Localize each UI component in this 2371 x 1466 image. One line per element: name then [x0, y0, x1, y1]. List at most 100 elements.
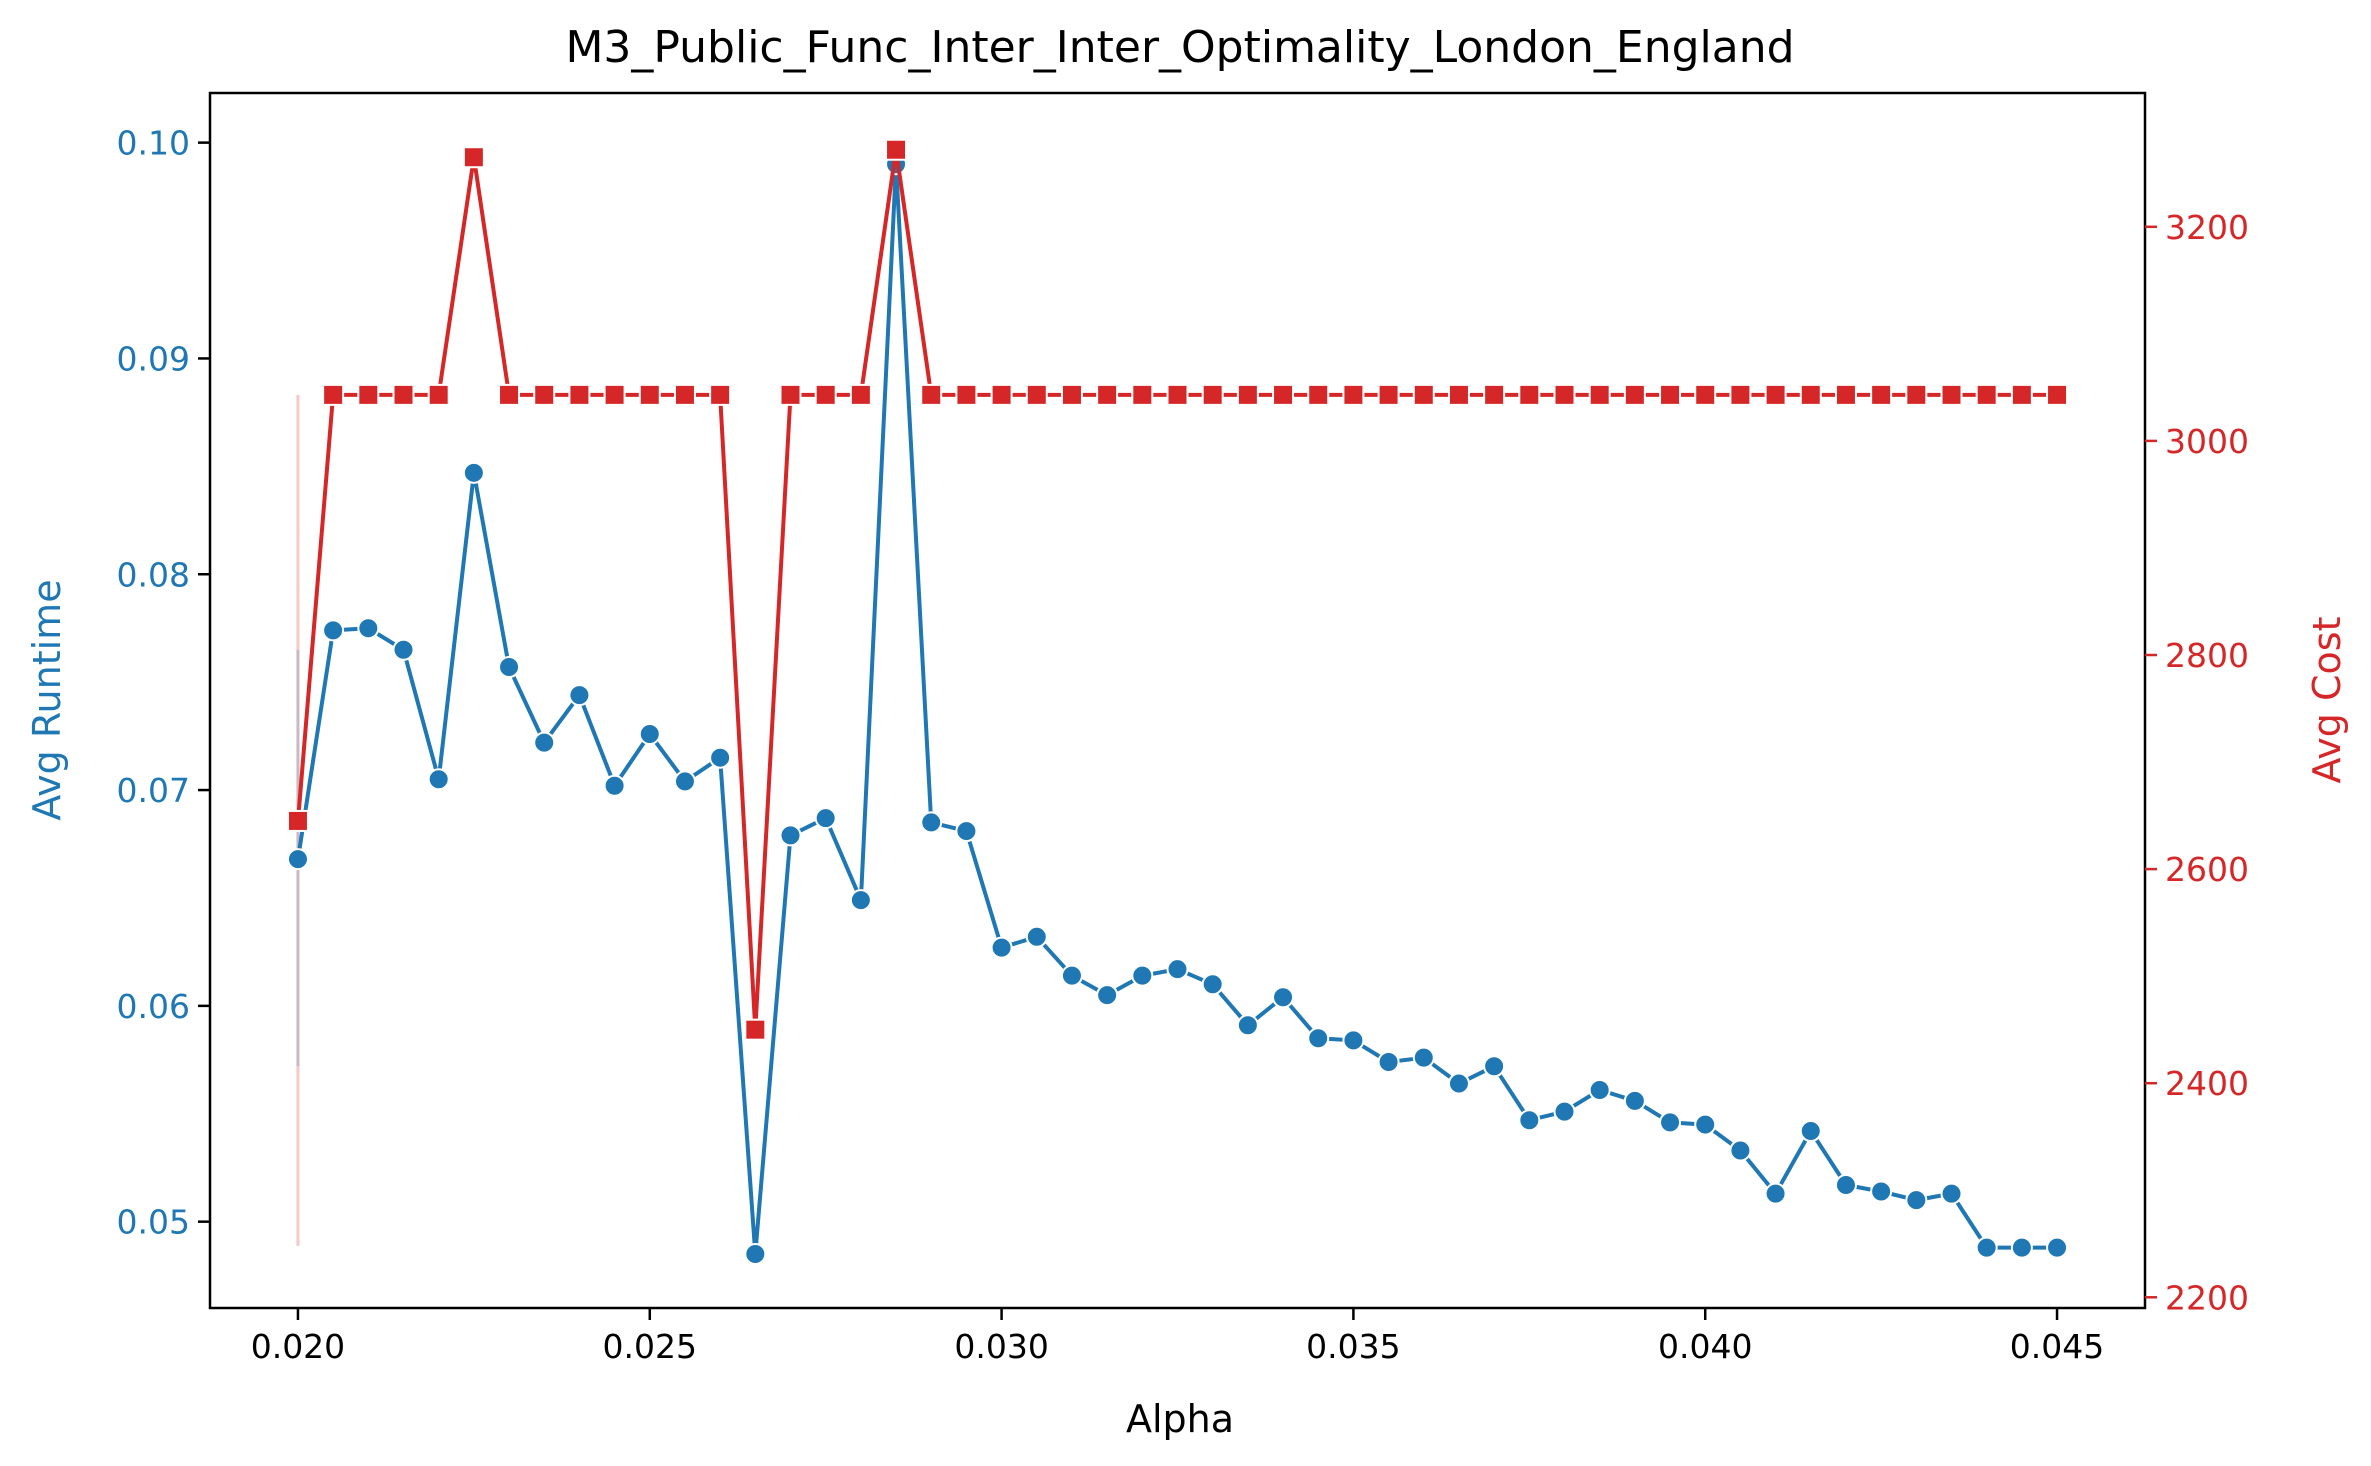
y-right-tick-label: 2800	[2165, 636, 2249, 675]
cost-point	[1870, 383, 1893, 406]
runtime-point	[1694, 1113, 1717, 1136]
cost-point	[1518, 383, 1541, 406]
runtime-point	[1905, 1189, 1928, 1212]
runtime-point	[462, 461, 485, 484]
cost-point	[533, 383, 556, 406]
cost-point	[709, 383, 732, 406]
runtime-point	[1975, 1236, 1998, 1259]
runtime-point	[638, 722, 661, 745]
runtime-point	[1272, 986, 1295, 1009]
runtime-point	[849, 889, 872, 912]
x-tick-label: 0.035	[1306, 1327, 1400, 1366]
runtime-point	[814, 807, 837, 830]
cost-point	[1659, 383, 1682, 406]
runtime-point	[286, 848, 309, 871]
y-left-tick-label: 0.09	[117, 339, 190, 378]
x-tick-label: 0.025	[603, 1327, 697, 1366]
runtime-point	[920, 811, 943, 834]
cost-point	[955, 383, 978, 406]
runtime-point	[1131, 964, 1154, 987]
cost-point	[1553, 383, 1576, 406]
runtime-point	[1588, 1079, 1611, 1102]
cost-point	[568, 383, 591, 406]
runtime-point	[427, 768, 450, 791]
cost-point	[638, 383, 661, 406]
cost-point	[2046, 383, 2069, 406]
cost-point	[498, 383, 521, 406]
runtime-point	[568, 684, 591, 707]
runtime-point	[1060, 964, 1083, 987]
runtime-point	[498, 656, 521, 679]
runtime-point	[1834, 1173, 1857, 1196]
cost-point	[849, 383, 872, 406]
cost-point	[1623, 383, 1646, 406]
cost-point	[779, 383, 802, 406]
runtime-point	[709, 746, 732, 769]
cost-point	[744, 1018, 767, 1041]
y-left-axis-ticks: 0.05 0.06 0.07 0.08 0.09 0.10	[117, 124, 210, 1242]
cost-point	[920, 383, 943, 406]
runtime-point	[392, 638, 415, 661]
runtime-point	[1307, 1027, 1330, 1050]
plot-frame	[208, 91, 2147, 1310]
x-tick-label: 0.040	[1658, 1327, 1752, 1366]
runtime-point	[322, 619, 345, 642]
cost-point	[1799, 383, 1822, 406]
y-right-axis-label: Avg Cost	[2305, 617, 2349, 784]
runtime-point	[2010, 1236, 2033, 1259]
cost-point	[1905, 383, 1928, 406]
y-right-axis-ticks: 2200 2400 2600 2800 3000 3200	[2145, 208, 2249, 1317]
runtime-point	[1447, 1072, 1470, 1095]
chart-title: M3_Public_Func_Inter_Inter_Optimality_Lo…	[565, 22, 1794, 73]
cost-series	[286, 138, 2069, 1041]
cost-point	[990, 383, 1013, 406]
runtime-point	[1799, 1120, 1822, 1143]
cost-point	[603, 383, 626, 406]
x-axis-ticks: 0.020 0.025 0.030 0.035 0.040 0.045	[251, 1308, 2104, 1366]
cost-point	[1729, 383, 1752, 406]
cost-point	[1166, 383, 1189, 406]
cost-point	[885, 138, 908, 161]
runtime-point	[1201, 973, 1224, 996]
runtime-point	[955, 820, 978, 843]
runtime-point	[1518, 1109, 1541, 1132]
cost-point	[1342, 383, 1365, 406]
runtime-point	[1940, 1182, 1963, 1205]
cost-point	[1025, 383, 1048, 406]
cost-point	[1940, 383, 1963, 406]
runtime-point	[673, 770, 696, 793]
cost-point	[1272, 383, 1295, 406]
cost-point	[1447, 383, 1470, 406]
runtime-point	[1166, 958, 1189, 981]
y-left-tick-label: 0.07	[117, 771, 190, 810]
x-tick-label: 0.030	[954, 1327, 1048, 1366]
x-axis-label: Alpha	[1126, 1397, 1234, 1441]
cost-point	[1834, 383, 1857, 406]
y-left-tick-label: 0.08	[117, 555, 190, 594]
y-left-tick-label: 0.05	[117, 1203, 190, 1242]
y-left-axis-label: Avg Runtime	[25, 579, 69, 820]
y-right-tick-label: 2400	[2165, 1064, 2249, 1103]
cost-point	[1975, 383, 1998, 406]
y-right-tick-label: 3000	[2165, 422, 2249, 461]
runtime-point	[1623, 1089, 1646, 1112]
y-left-tick-label: 0.06	[117, 987, 190, 1026]
runtime-point	[2046, 1236, 2069, 1259]
runtime-point	[1870, 1180, 1893, 1203]
x-tick-label: 0.045	[2010, 1327, 2104, 1366]
cost-point	[1764, 383, 1787, 406]
runtime-point	[603, 774, 626, 797]
y-right-tick-label: 3200	[2165, 208, 2249, 247]
runtime-point	[1342, 1029, 1365, 1052]
runtime-point	[779, 824, 802, 847]
cost-point	[2010, 383, 2033, 406]
cost-point	[1483, 383, 1506, 406]
cost-point	[1131, 383, 1154, 406]
runtime-point	[744, 1243, 767, 1266]
cost-point	[462, 146, 485, 169]
cost-point	[1236, 383, 1259, 406]
runtime-point	[357, 617, 380, 640]
cost-point	[673, 383, 696, 406]
